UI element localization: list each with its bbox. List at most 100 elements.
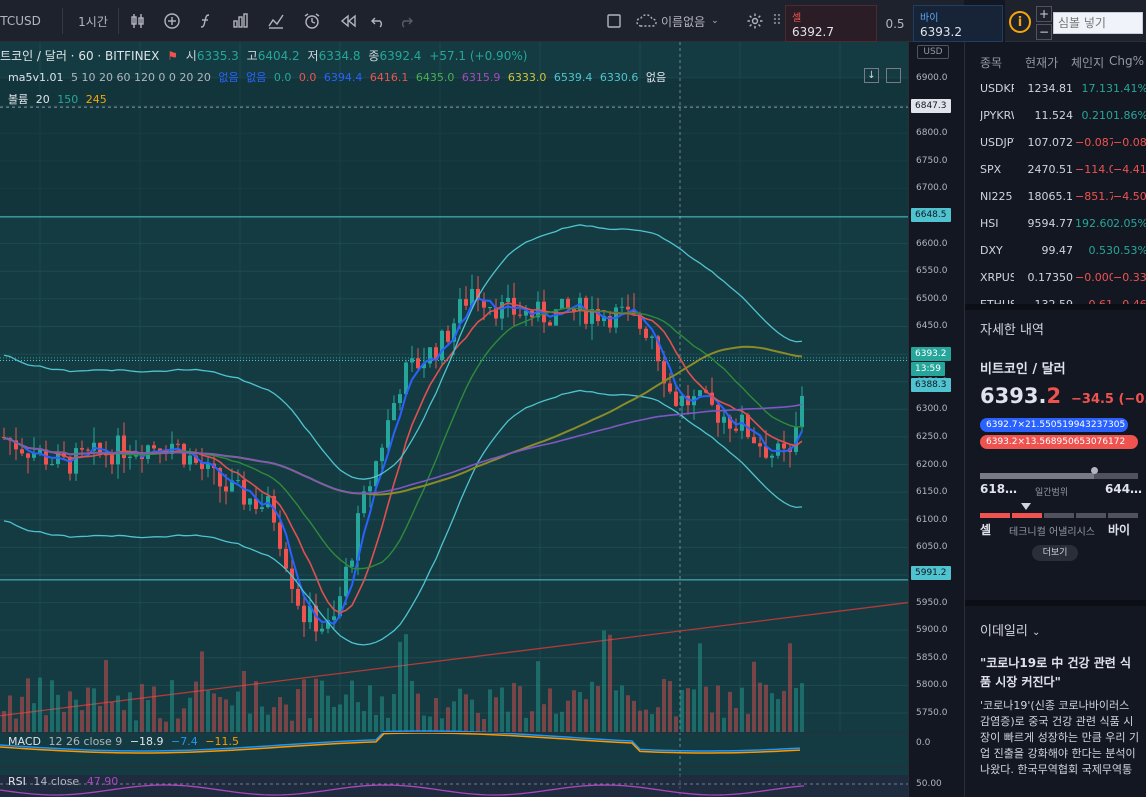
sell-button[interactable]: 셀 6392.7 (785, 5, 877, 42)
symbol-search-input[interactable] (1053, 12, 1143, 34)
buy-button[interactable]: 바이 6393.2 (913, 5, 1003, 42)
candle-body (86, 449, 90, 451)
bid-pill: 6392.7×21.550519943237305 (980, 418, 1128, 432)
panel-divider (965, 600, 1146, 606)
volume-bar (362, 711, 366, 732)
fullscreen-button[interactable] (600, 0, 628, 42)
volume-bar (44, 715, 48, 732)
volume-bar (692, 689, 696, 732)
volume-bar (572, 690, 576, 732)
candle-body (260, 507, 264, 510)
trend-line (0, 601, 908, 717)
header-chg-pct[interactable]: Chg% (1109, 54, 1145, 68)
undo-button[interactable] (366, 0, 390, 42)
replay-button[interactable] (334, 0, 362, 42)
function-icon (200, 14, 210, 28)
volume-bar (392, 694, 396, 732)
volume-bar (566, 700, 570, 732)
buy-price: 6393.2 (920, 25, 962, 39)
scroll-down-button[interactable]: ↓ (864, 68, 879, 83)
watchlist-row[interactable]: SPX 2470.51−114.09−4.41% (965, 157, 1146, 184)
chart-pane[interactable]: 트코인 / 달러 · 60 · BITFINEX ⚑ 시6335.3 고6404… (0, 42, 908, 797)
candle-body (266, 496, 270, 508)
volume-bar (260, 706, 264, 732)
candle-body (152, 445, 156, 449)
watchlist-row[interactable]: XRPUSD 0.17350−0.0005−0.33% (965, 265, 1146, 292)
maximize-button[interactable] (886, 68, 901, 83)
volume-bar (350, 680, 354, 732)
details-price: 6393.2 (980, 384, 1061, 408)
watchlist-change: 0.53 (1088, 244, 1114, 257)
bar-chart-icon (233, 13, 248, 28)
settings-button[interactable] (742, 0, 768, 42)
volume-bar (428, 716, 432, 732)
watchlist-row[interactable]: DXY 99.47 0.53 0.53% (965, 238, 1146, 265)
volume-bar (776, 699, 780, 732)
news-source[interactable]: 이데일리 ⌄ (980, 620, 1040, 639)
watchlist-chg-pct: −0.33% (1113, 271, 1146, 284)
watchlist-chg-pct: 2.05% (1113, 217, 1146, 230)
volume-param-1: 20 (35, 93, 50, 106)
header-symbol[interactable]: 종목 (980, 56, 1003, 70)
level-low-tag: 5991.2 (911, 566, 951, 580)
volume-bar (344, 694, 348, 732)
alert-button[interactable] (298, 0, 326, 42)
zoom-in-button[interactable]: + (1036, 6, 1052, 22)
watchlist-row[interactable]: NI225 18065.1−851.75−4.50% (965, 184, 1146, 211)
ma-line-120 (3, 403, 803, 495)
rsi-tick: 50.00 (916, 779, 942, 789)
symbol-search-button[interactable]: BTCUSD (0, 0, 42, 42)
watchlist-row[interactable]: HSI 9594.77 192.60 2.05% (965, 211, 1146, 238)
volume-bar (338, 704, 342, 732)
ohlc-high: 6404.2 (257, 49, 300, 63)
indicators-button[interactable] (192, 0, 220, 42)
more-button[interactable]: 더보기 (1032, 545, 1078, 561)
layout-menu-button[interactable]: 이름없음 ⌄ (636, 0, 736, 42)
ma-line-slow (3, 307, 803, 570)
macd-value-3: −11.5 (205, 735, 239, 748)
financials-button[interactable] (226, 0, 254, 42)
price-axis[interactable]: 6900.06850.06800.06750.06700.06650.06600… (908, 42, 962, 797)
ask-pill: 6393.2×13.568950653076172 (980, 435, 1138, 449)
volume-bar (266, 714, 270, 732)
candle-body (722, 416, 726, 423)
volume-bar (458, 688, 462, 732)
volume-bar (122, 710, 126, 732)
header-change[interactable]: 체인지 (1071, 56, 1105, 70)
candle-body (206, 463, 210, 469)
macd-params: 12 26 close 9 (48, 735, 123, 748)
watchlist-row[interactable]: USDJPY 107.072−0.087−0.08% (965, 130, 1146, 157)
ma-value-4: 0.0 (298, 71, 317, 84)
price-chart[interactable] (0, 42, 908, 797)
drag-handle-icon[interactable]: ⠿ (771, 13, 783, 29)
ma-value-6: 6416.1 (369, 71, 409, 84)
tech-analysis-label[interactable]: 테크니컬 어낼리시스 (1009, 527, 1095, 538)
watchlist-symbol: JPYKRW (980, 109, 1014, 122)
candle-body (116, 435, 120, 465)
volume-bar (398, 641, 402, 732)
info-icon[interactable]: i (1009, 11, 1031, 33)
candle-body (248, 498, 252, 505)
interval-button[interactable]: 1시간 (72, 0, 114, 42)
volume-bar (284, 704, 288, 732)
redo-button[interactable] (394, 0, 418, 42)
watchlist-row[interactable]: USDKRW 1234.81 17.131.41% (965, 76, 1146, 103)
ma-value-3: 0.0 (273, 71, 292, 84)
header-price[interactable]: 현재가 (1025, 56, 1059, 70)
watchlist-price: 1234.81 (1027, 82, 1074, 95)
watchlist-price: 18065.1 (1027, 190, 1074, 203)
price-tick: 6050.0 (916, 542, 948, 553)
ohlc-change: +57.1 (+0.90%) (429, 49, 528, 63)
macd-line (0, 730, 801, 752)
candle-style-button[interactable] (124, 0, 152, 42)
templates-button[interactable] (262, 0, 290, 42)
news-headline[interactable]: "코로나19로 中 건강 관련 식품 시장 커진다" (980, 656, 1132, 689)
volume-bar (650, 714, 654, 732)
gauge-strong-buy (1108, 513, 1138, 518)
compare-button[interactable] (158, 0, 186, 42)
divider (118, 8, 119, 34)
zoom-out-button[interactable]: − (1036, 24, 1052, 40)
price-tick: 5950.0 (916, 597, 948, 608)
volume-bar (50, 680, 54, 732)
